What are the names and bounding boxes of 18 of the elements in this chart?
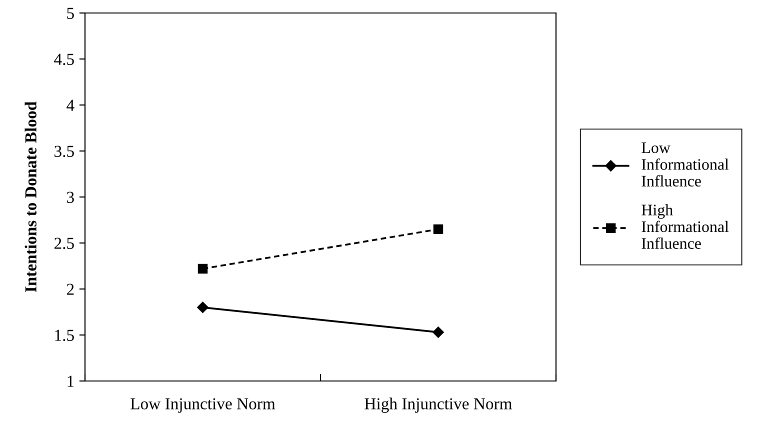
point — [198, 264, 208, 274]
y-tick-label: 2.5 — [54, 238, 74, 250]
y-tick-label: 4 — [66, 100, 74, 111]
y-axis-title: Intentions to Donate Blood — [24, 102, 36, 292]
y-tick-label: 3 — [67, 192, 74, 203]
legend-label: Low Informational Influence — [642, 142, 729, 187]
x-tick-label: Low Injunctive Norm — [130, 398, 276, 413]
point — [432, 326, 444, 338]
y-tick-label: 1.5 — [55, 330, 74, 342]
y-tick-label: 3.5 — [54, 146, 74, 158]
point — [197, 302, 208, 314]
y-tick-label: 1 — [68, 376, 74, 387]
y-tick-label: 5 — [67, 8, 74, 19]
y-tick-label: 4.5 — [54, 54, 74, 66]
legend-label: High Informational Influence — [642, 204, 729, 249]
y-tick-label: 2 — [66, 284, 74, 295]
point — [433, 224, 444, 234]
x-tick-label: High Injunctive Norm — [364, 398, 512, 413]
